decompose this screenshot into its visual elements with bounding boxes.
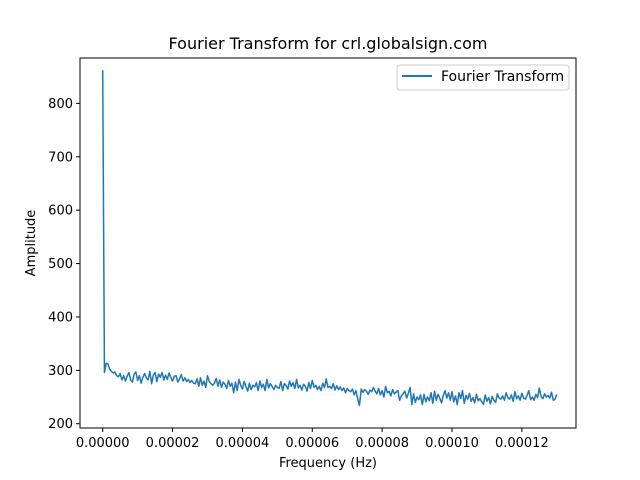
y-tick-label: 600: [48, 204, 73, 219]
legend: Fourier Transform: [396, 64, 570, 91]
chart-title: Fourier Transform for crl.globalsign.com: [169, 34, 488, 53]
x-tick-label: 0.00002: [146, 436, 200, 451]
y-tick-label: 300: [48, 364, 73, 379]
x-tick-label: 0.00000: [76, 436, 130, 451]
x-axis-label: Frequency (Hz): [279, 456, 377, 471]
x-tick-label: 0.00004: [216, 436, 270, 451]
y-tick-label: 200: [48, 417, 73, 432]
y-tick-label: 400: [48, 310, 73, 325]
x-tick-label: 0.00008: [355, 436, 409, 451]
x-tick-label: 0.00010: [425, 436, 479, 451]
y-tick-label: 800: [48, 97, 73, 112]
series-line-0: [101, 70, 558, 407]
y-tick-label: 500: [48, 257, 73, 272]
y-axis-ticks: 200 300 400 500 600 700 800: [48, 97, 80, 432]
x-axis-ticks: 0.00000 0.00002 0.00004 0.00006 0.00008 0.000…: [76, 428, 549, 451]
y-tick-label: 700: [48, 150, 73, 165]
x-tick-label: 0.00006: [285, 436, 339, 451]
plot-area: [80, 58, 576, 428]
legend-label: Fourier Transform: [441, 69, 564, 85]
plot-frame: [79, 57, 577, 429]
x-tick-label: 0.00012: [495, 436, 549, 451]
legend-box: [396, 64, 570, 91]
series-group: [101, 70, 558, 407]
y-axis-label: Amplitude: [24, 210, 39, 277]
